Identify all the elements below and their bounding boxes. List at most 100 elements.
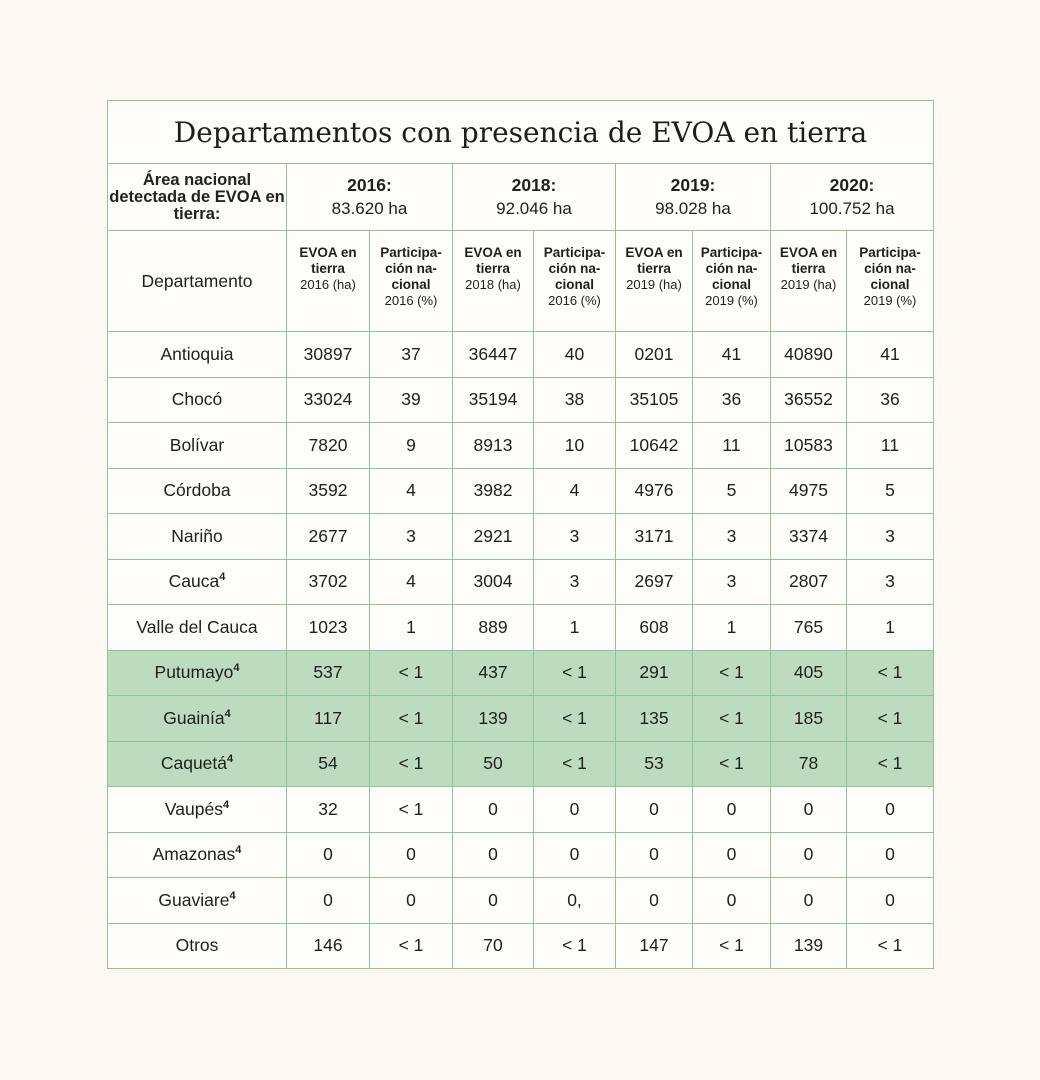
evoa-area-cell: 0 xyxy=(452,877,534,924)
participation-cell: 38 xyxy=(533,376,616,423)
table-row: Antioquia 30897 37 36447 40 0201 41 40890 41 xyxy=(107,331,935,378)
participation-cell: < 1 xyxy=(369,695,453,742)
participation-cell: 1 xyxy=(845,604,935,651)
evoa-table: Departamentos con presencia de EVOA en t… xyxy=(106,100,935,969)
table-row: Amazonas4 0 0 0 0 0 0 0 0 xyxy=(107,831,935,878)
department-name: Guaviare xyxy=(158,889,230,910)
table-title: Departamentos con presencia de EVOA en t… xyxy=(106,100,935,164)
department-cell: Otros xyxy=(107,922,287,969)
department-name: Cauca xyxy=(168,571,220,592)
evoa-area-cell: 0 xyxy=(770,786,847,833)
year-2016-cell: 2016: 83.620 ha xyxy=(286,163,453,231)
evoa-area-cell: 36552 xyxy=(770,376,847,423)
evoa-area-cell: 33024 xyxy=(286,376,370,423)
evoa-area-cell: 146 xyxy=(286,922,370,969)
department-cell: Chocó xyxy=(107,376,287,423)
evoa-area-cell: 3702 xyxy=(286,558,370,605)
evoa-area-cell: 3592 xyxy=(286,467,370,514)
evoa-area-cell: 0 xyxy=(286,831,370,878)
department-name: Valle del Cauca xyxy=(136,616,258,637)
department-name: Vaupés xyxy=(164,798,223,819)
evoa-area-cell: 405 xyxy=(770,649,847,696)
participation-cell: < 1 xyxy=(533,695,616,742)
column-header: EVOA en tierra 2016 (ha) xyxy=(286,230,370,332)
year-label: 2020: xyxy=(829,175,875,195)
evoa-area-cell: 2807 xyxy=(770,558,847,605)
year-2020-cell: 2020: 100.752 ha xyxy=(769,163,935,231)
department-cell: Guaviare4 xyxy=(107,877,287,924)
evoa-area-cell: 117 xyxy=(286,695,370,742)
evoa-area-cell: 10642 xyxy=(615,422,693,469)
table-row: Guainía4 117 < 1 139 < 1 135 < 1 185 < 1 xyxy=(107,695,935,742)
participation-cell: 3 xyxy=(369,513,453,560)
department-cell: Guainía4 xyxy=(107,695,287,742)
column-header: EVOA en tierra 2019 (ha) xyxy=(770,230,847,332)
footnote-marker: 4 xyxy=(222,798,230,811)
participation-cell: 36 xyxy=(692,376,771,423)
evoa-area-cell: 7820 xyxy=(286,422,370,469)
participation-cell: 3 xyxy=(533,558,616,605)
table-row: Otros 146 < 1 70 < 1 147 < 1 139 < 1 xyxy=(107,922,935,969)
department-cell: Valle del Cauca xyxy=(107,604,287,651)
participation-cell: 40 xyxy=(533,331,616,378)
evoa-area-cell: 0 xyxy=(615,786,693,833)
departamento-header: Departamento xyxy=(107,230,287,332)
table-row: Bolívar 7820 9 8913 10 10642 11 10583 11 xyxy=(107,422,935,469)
participation-cell: 0 xyxy=(845,831,935,878)
area-label: Área nacional detectada de EVOA en tierr… xyxy=(107,163,287,231)
column-header-unit: 2019 (ha) xyxy=(626,277,682,292)
participation-cell: 10 xyxy=(533,422,616,469)
participation-cell: 0 xyxy=(369,831,453,878)
department-name: Caquetá xyxy=(160,753,228,774)
participation-cell: < 1 xyxy=(533,649,616,696)
footnote-marker: 4 xyxy=(229,889,236,902)
evoa-area-cell: 4976 xyxy=(615,467,693,514)
participation-cell: 0 xyxy=(533,786,616,833)
participation-cell: 0 xyxy=(845,877,935,924)
evoa-area-cell: 36447 xyxy=(452,331,534,378)
column-header-title: Participa-ción na-cional xyxy=(700,245,763,292)
participation-cell: 0 xyxy=(533,831,616,878)
participation-cell: 3 xyxy=(692,558,771,605)
column-header-unit: 2016 (%) xyxy=(384,293,438,308)
evoa-area-cell: 1023 xyxy=(286,604,370,651)
column-header-title: EVOA en tierra xyxy=(779,245,838,276)
participation-cell: 1 xyxy=(692,604,771,651)
participation-cell: 41 xyxy=(692,331,771,378)
participation-cell: < 1 xyxy=(369,649,453,696)
evoa-area-cell: 2697 xyxy=(615,558,693,605)
participation-cell: 0 xyxy=(845,786,935,833)
year-area: 92.046 ha xyxy=(496,199,572,218)
department-name: Bolívar xyxy=(169,434,225,455)
table-row: Chocó 33024 39 35194 38 35105 36 36552 36 xyxy=(107,376,935,423)
column-header-title: Participa-ción na-cional xyxy=(543,245,606,292)
department-name: Putumayo xyxy=(154,662,234,683)
participation-cell: < 1 xyxy=(692,740,771,787)
department-cell: Cauca4 xyxy=(107,558,287,605)
year-area: 100.752 ha xyxy=(809,199,895,218)
department-name: Guainía xyxy=(163,707,225,728)
participation-cell: < 1 xyxy=(369,786,453,833)
participation-cell: < 1 xyxy=(692,922,771,969)
evoa-area-cell: 10583 xyxy=(770,422,847,469)
evoa-area-cell: 135 xyxy=(615,695,693,742)
department-cell: Córdoba xyxy=(107,467,287,514)
evoa-area-cell: 0 xyxy=(770,831,847,878)
evoa-area-cell: 291 xyxy=(615,649,693,696)
participation-cell: < 1 xyxy=(845,922,935,969)
evoa-area-cell: 889 xyxy=(452,604,534,651)
year-2019-cell: 2019: 98.028 ha xyxy=(615,163,771,231)
column-header-title: EVOA en tierra xyxy=(299,245,357,276)
evoa-area-cell: 50 xyxy=(452,740,534,787)
table-row: Caquetá4 54 < 1 50 < 1 53 < 1 78 < 1 xyxy=(107,740,935,787)
participation-cell: 1 xyxy=(533,604,616,651)
evoa-area-cell: 0 xyxy=(452,831,534,878)
evoa-area-cell: 139 xyxy=(770,922,847,969)
footnote-marker: 4 xyxy=(233,662,240,675)
year-label: 2016: xyxy=(347,175,392,195)
column-header: Participa-ción na-cional 2016 (%) xyxy=(533,230,616,332)
participation-cell: 0, xyxy=(533,877,616,924)
participation-cell: < 1 xyxy=(845,649,935,696)
evoa-area-cell: 35194 xyxy=(452,376,534,423)
